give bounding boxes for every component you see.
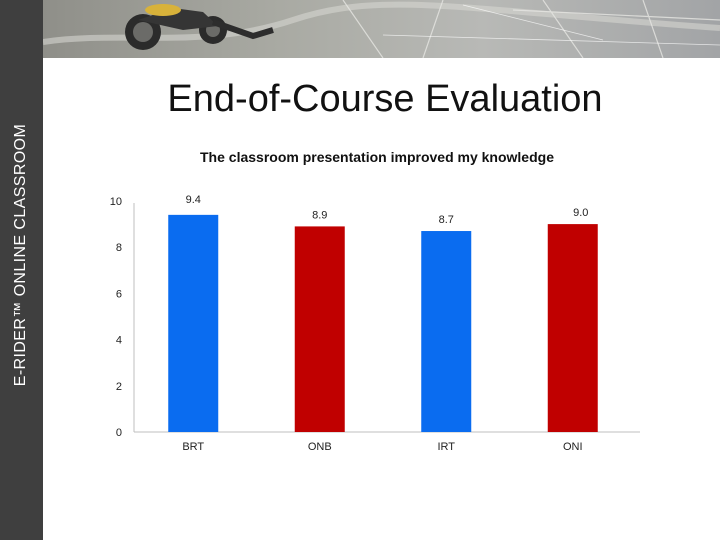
data-label: 8.7 (439, 214, 454, 226)
y-tick-labels: 0 2 4 6 8 10 (110, 196, 122, 439)
bar (294, 226, 345, 432)
data-label: 9.4 (186, 194, 201, 206)
bar (421, 231, 472, 432)
bar (547, 224, 598, 432)
x-tick-label: ONI (563, 441, 583, 453)
bar (168, 214, 219, 432)
slide-title: End-of-Course Evaluation (167, 78, 603, 120)
bars (168, 214, 598, 432)
sidebar: E-RIDER™ ONLINE CLASSROOM (0, 0, 43, 540)
y-tick-label: 2 (116, 381, 122, 393)
data-labels: 9.4 8.9 8.7 9.0 (186, 194, 589, 226)
x-tick-labels: BRT ONB IRT ONI (182, 441, 582, 453)
x-tick-label: ONB (308, 441, 332, 453)
y-tick-label: 8 (116, 242, 122, 254)
y-tick-label: 10 (110, 196, 122, 208)
y-tick-label: 6 (116, 288, 122, 300)
x-tick-label: BRT (182, 441, 204, 453)
data-label: 8.9 (312, 209, 327, 221)
data-label: 9.0 (573, 207, 588, 219)
y-tick-label: 0 (116, 427, 122, 439)
x-tick-label: IRT (437, 441, 455, 453)
motorcycle-image (125, 4, 274, 50)
banner-image (43, 0, 720, 58)
chart-title: The classroom presentation improved my k… (200, 149, 554, 165)
y-tick-label: 4 (116, 335, 122, 347)
